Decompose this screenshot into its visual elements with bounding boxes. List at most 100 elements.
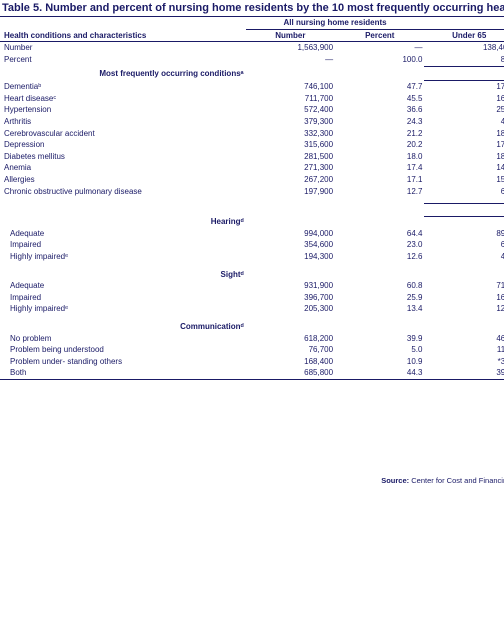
- cell: 12.7: [335, 186, 424, 198]
- cell: 64.4: [335, 228, 424, 240]
- cell: 20.2: [335, 139, 424, 151]
- cell: 11.2: [424, 344, 504, 356]
- row-label: Cerebrovascular accident: [0, 128, 246, 140]
- cell: 14.5: [424, 162, 504, 174]
- data-table: Table 5. Number and percent of nursing h…: [0, 0, 504, 487]
- cell: 100.0: [335, 54, 424, 66]
- cell: 16.6: [424, 93, 504, 105]
- table-row: No problem618,20039.946.545.440.836.941.…: [0, 333, 504, 345]
- cell: 24.3: [335, 116, 424, 128]
- cell: 71.1: [424, 280, 504, 292]
- row-label: Impaired: [0, 292, 246, 304]
- cell: 17.2: [424, 139, 504, 151]
- footnote: ᵃ Persons may have more than one conditi…: [0, 385, 504, 397]
- cell: 10.9: [335, 356, 424, 368]
- cell: 46.5: [424, 333, 504, 345]
- cell: 18.0: [335, 151, 424, 163]
- table-row: Impaired354,60023.06.712.321.429.421.323…: [0, 239, 504, 251]
- table-title: Table 5. Number and percent of nursing h…: [0, 0, 504, 17]
- cell: *3.2: [424, 356, 504, 368]
- row-label: Impaired: [0, 239, 246, 251]
- row-label: Allergies: [0, 174, 246, 186]
- row-label: Chronic obstructive pulmonary disease: [0, 186, 246, 198]
- cell: 6.9: [424, 186, 504, 198]
- pwc-header: Percent with condition: [424, 69, 504, 81]
- cell: 44.3: [335, 367, 424, 379]
- col-number: Number: [246, 29, 335, 42]
- cell: 47.7: [335, 81, 424, 93]
- cell: 271,300: [246, 162, 335, 174]
- cell: 89.0: [424, 228, 504, 240]
- table-row: Diabetes mellitus281,50018.018.825.921.2…: [0, 151, 504, 163]
- table-row: Impaired396,70025.916.422.722.930.124.42…: [0, 292, 504, 304]
- cell: 332,300: [246, 128, 335, 140]
- cell: 572,400: [246, 104, 335, 116]
- footnote: ᵇ Includes Alzheimer's disease and relat…: [0, 397, 504, 409]
- row-label: Heart diseaseᶜ: [0, 93, 246, 105]
- group-age: Age in years: [424, 17, 504, 30]
- cell: 25.3: [424, 104, 504, 116]
- table-row: Dementiaᵇ746,10047.717.739.150.253.644.6…: [0, 81, 504, 93]
- footnote: ᶜ Includes arteriosclerotic heart diseas…: [0, 409, 504, 421]
- table-row: Percent—100.08.811.929.949.328.471.6: [0, 54, 504, 66]
- cell: 39.9: [335, 333, 424, 345]
- cell: 168,400: [246, 356, 335, 368]
- table-row: Hypertension572,40036.625.341.137.637.03…: [0, 104, 504, 116]
- cell: 267,200: [246, 174, 335, 186]
- table-row: Highly impairedᵉ205,30013.412.58.912.015…: [0, 303, 504, 315]
- cell: 711,700: [246, 93, 335, 105]
- row-label: Dementiaᵇ: [0, 81, 246, 93]
- cell: 994,000: [246, 228, 335, 240]
- cell: 315,600: [246, 139, 335, 151]
- row-label: Diabetes mellitus: [0, 151, 246, 163]
- cell: 76,700: [246, 344, 335, 356]
- cell: 396,700: [246, 292, 335, 304]
- cell: 931,900: [246, 280, 335, 292]
- pd-header: Percent distribution: [424, 204, 504, 217]
- table-row: Adequate994,00064.489.082.671.251.665.16…: [0, 228, 504, 240]
- cell: 18.9: [424, 128, 504, 140]
- cell: 379,300: [246, 116, 335, 128]
- row-label: Problem being understood: [0, 344, 246, 356]
- col-u65: Under 65: [424, 29, 504, 42]
- row-label: Anemia: [0, 162, 246, 174]
- cell: 17.4: [335, 162, 424, 174]
- table-row: Allergies267,20017.115.017.419.316.112.6…: [0, 174, 504, 186]
- cell: 39.1: [424, 367, 504, 379]
- section-sight: Sightᵈ: [0, 269, 246, 281]
- cell: 12.6: [335, 251, 424, 263]
- table-row: Highly impairedᵉ194,30012.64.35.17.419.0…: [0, 251, 504, 263]
- row-label: Arthritis: [0, 116, 246, 128]
- table-row: Arthritis379,30024.34.516.922.530.617.52…: [0, 116, 504, 128]
- cell: 354,600: [246, 239, 335, 251]
- row-label: Number: [0, 42, 246, 54]
- note-text: Note: Categories may not add to totals b…: [0, 456, 504, 472]
- cell: 17.7: [424, 81, 504, 93]
- cell: 5.0: [335, 344, 424, 356]
- footnote: ᵈ Excludes less than 2 percent missing d…: [0, 420, 504, 432]
- table-row: Problem under- standing others168,40010.…: [0, 356, 504, 368]
- cell: 6.7: [424, 239, 504, 251]
- cell: 15.0: [424, 174, 504, 186]
- cell: 1,563,900: [246, 42, 335, 54]
- cell: 17.1: [335, 174, 424, 186]
- cell: 36.6: [335, 104, 424, 116]
- table-row: Cerebrovascular accident332,30021.218.92…: [0, 128, 504, 140]
- cell: 746,100: [246, 81, 335, 93]
- row-label: Problem under- standing others: [0, 356, 246, 368]
- cell: 205,300: [246, 303, 335, 315]
- cell: 281,500: [246, 151, 335, 163]
- row-label: Highly impairedᵉ: [0, 251, 246, 263]
- table-row: Chronic obstructive pulmonary disease197…: [0, 186, 504, 198]
- cell: 138,400: [424, 42, 504, 54]
- cell: 45.5: [335, 93, 424, 105]
- cell: 194,300: [246, 251, 335, 263]
- cell: 4.5: [424, 116, 504, 128]
- cell: 25.9: [335, 292, 424, 304]
- cell: —: [335, 42, 424, 54]
- cell: 60.8: [335, 280, 424, 292]
- table-row: Anemia271,30017.414.512.516.019.915.218.…: [0, 162, 504, 174]
- cell: 685,800: [246, 367, 335, 379]
- row-label: Adequate: [0, 228, 246, 240]
- table-row: Both685,80044.339.140.144.845.941.145.5: [0, 367, 504, 379]
